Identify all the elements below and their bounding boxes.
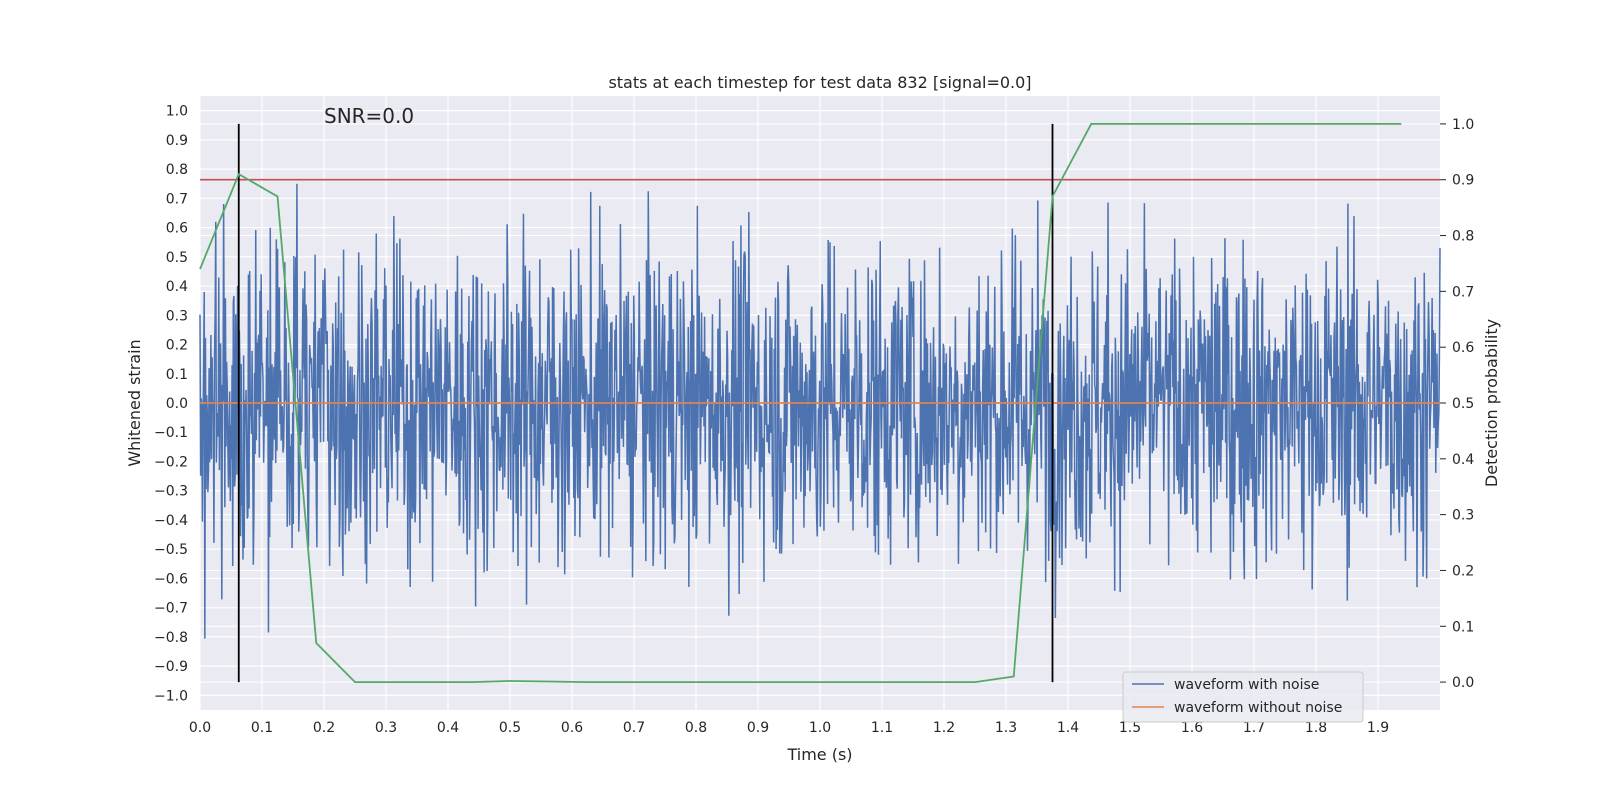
x-tick-label: 1.3 bbox=[995, 720, 1017, 736]
right-tick-label: 0.7 bbox=[1452, 284, 1474, 300]
x-tick-label: 0.6 bbox=[561, 720, 583, 736]
series-waveform-with-noise bbox=[199, 183, 1441, 639]
x-axis-label: Time (s) bbox=[786, 745, 852, 764]
y-tick-label: −0.4 bbox=[154, 513, 188, 529]
x-tick-label: 0.4 bbox=[437, 720, 459, 736]
x-tick-label: 1.9 bbox=[1367, 720, 1389, 736]
right-tick-label: 0.5 bbox=[1452, 396, 1474, 412]
right-tick-label: 1.0 bbox=[1452, 117, 1474, 133]
y-tick-label: 0.0 bbox=[166, 396, 188, 412]
y-tick-label: −0.2 bbox=[154, 454, 188, 470]
y-tick-label: 0.6 bbox=[166, 221, 188, 237]
x-tick-label: 0.2 bbox=[313, 720, 335, 736]
x-tick-label: 0.9 bbox=[747, 720, 769, 736]
y-tick-label: 0.7 bbox=[166, 191, 188, 207]
noise-waveform-line bbox=[199, 183, 1441, 639]
y-tick-label: 0.9 bbox=[166, 133, 188, 149]
right-tick-label: 0.2 bbox=[1452, 563, 1474, 579]
y-tick-label: 0.3 bbox=[166, 308, 188, 324]
x-tick-label: 1.8 bbox=[1305, 720, 1327, 736]
detection-probability-line bbox=[199, 123, 1402, 683]
x-tick-label: 1.6 bbox=[1181, 720, 1203, 736]
right-tick-label: 0.1 bbox=[1452, 619, 1474, 635]
x-tick-label: 0.5 bbox=[499, 720, 521, 736]
x-tick-label: 1.0 bbox=[809, 720, 831, 736]
x-tick-label: 1.7 bbox=[1243, 720, 1265, 736]
overlays bbox=[199, 123, 1440, 683]
y-tick-label: 0.4 bbox=[166, 279, 188, 295]
y-tick-label: 0.2 bbox=[166, 338, 188, 354]
y-tick-label: −0.7 bbox=[154, 601, 188, 617]
y-tick-label: −0.3 bbox=[154, 484, 188, 500]
y-tick-label: −0.1 bbox=[154, 425, 188, 441]
x-tick-label: 1.2 bbox=[933, 720, 955, 736]
x-tick-label: 0.8 bbox=[685, 720, 707, 736]
y-tick-label: 1.0 bbox=[166, 104, 188, 120]
right-tick-label: 0.8 bbox=[1452, 229, 1474, 245]
y-tick-label: 0.5 bbox=[166, 250, 188, 266]
y-tick-label: −0.9 bbox=[154, 659, 188, 675]
right-tick-label: 0.9 bbox=[1452, 173, 1474, 189]
right-tick-label: 0.4 bbox=[1452, 452, 1474, 468]
y-tick-label: 0.1 bbox=[166, 367, 188, 383]
right-y-axis-label: Detection probability bbox=[1482, 319, 1501, 487]
x-tick-label: 1.5 bbox=[1119, 720, 1141, 736]
x-tick-label: 0.3 bbox=[375, 720, 397, 736]
y-tick-label: −1.0 bbox=[154, 688, 188, 704]
right-tick-label: 0.0 bbox=[1452, 675, 1474, 691]
right-tick-label: 0.3 bbox=[1452, 508, 1474, 524]
chart-title: stats at each timestep for test data 832… bbox=[608, 73, 1031, 92]
x-tick-label: 0.0 bbox=[189, 720, 211, 736]
snr-annotation: SNR=0.0 bbox=[324, 104, 414, 128]
x-tick-label: 0.1 bbox=[251, 720, 273, 736]
y-axis-ticks: 1.0 0.9 0.8 0.7 0.6 0.5 0.4 0.3 0.2 0.1 0.0 −0.1 −0.… bbox=[154, 104, 188, 705]
legend-label-noise: waveform with noise bbox=[1174, 677, 1319, 693]
y-tick-label: −0.8 bbox=[154, 630, 188, 646]
right-tick-label: 0.6 bbox=[1452, 340, 1474, 356]
x-axis-ticks: 0.0 0.1 0.2 0.3 0.4 0.5 0.6 0.7 0.8 0.9 1.0 1.1 1.2 1… bbox=[189, 720, 1389, 736]
y-axis-label: Whitened strain bbox=[125, 339, 144, 466]
x-tick-label: 0.7 bbox=[623, 720, 645, 736]
right-axis-ticks: 1.0 0.9 0.8 0.7 0.6 0.5 0.4 0.3 0.2 0.1 0.0 bbox=[1440, 117, 1474, 691]
y-tick-label: −0.5 bbox=[154, 542, 188, 558]
y-tick-label: 0.8 bbox=[166, 162, 188, 178]
legend: waveform with noise waveform without noi… bbox=[1122, 671, 1364, 723]
legend-box bbox=[1122, 671, 1364, 723]
legend-label-clean: waveform without noise bbox=[1174, 700, 1342, 716]
x-tick-label: 1.1 bbox=[871, 720, 893, 736]
x-tick-label: 1.4 bbox=[1057, 720, 1079, 736]
y-tick-label: −0.6 bbox=[154, 571, 188, 587]
